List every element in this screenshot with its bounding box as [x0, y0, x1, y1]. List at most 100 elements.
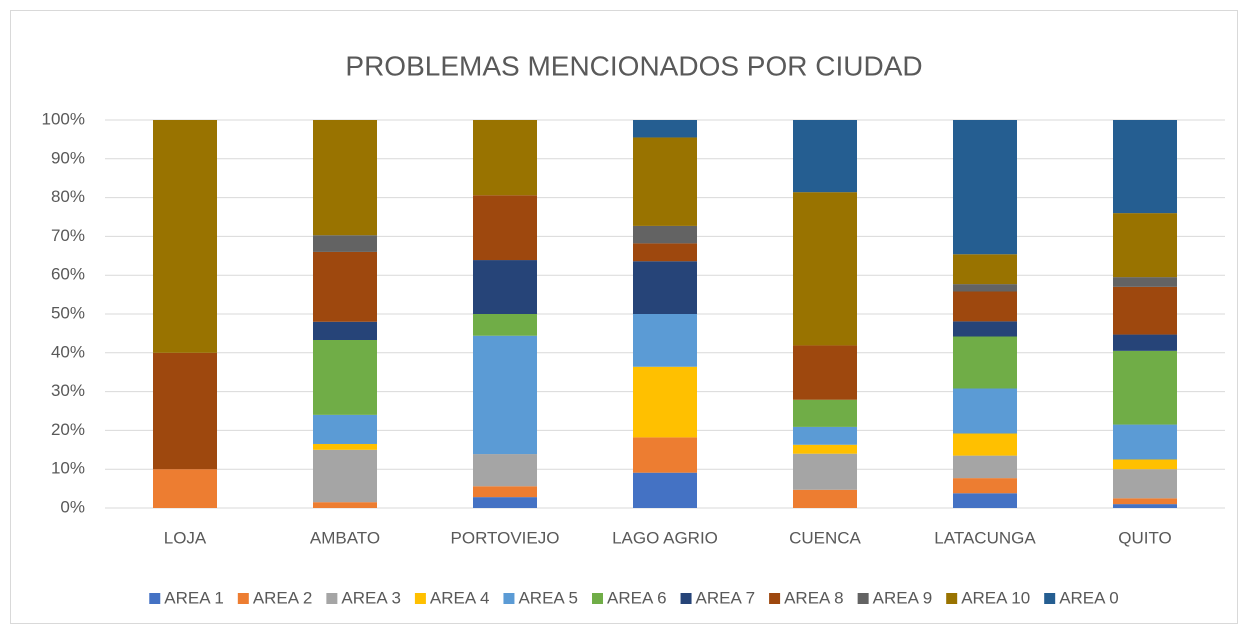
bar-segment	[473, 454, 537, 487]
x-tick-label: LOJA	[164, 528, 207, 547]
bar-segment	[313, 321, 377, 340]
bar-segment	[1113, 120, 1177, 214]
y-tick-label: 10%	[51, 459, 85, 478]
legend-swatch	[592, 593, 603, 604]
x-tick-label: AMBATO	[310, 528, 380, 547]
legend-swatch	[857, 593, 869, 604]
bar-segment	[1113, 350, 1177, 425]
bar-segment	[313, 235, 377, 252]
bar-segment	[633, 120, 697, 138]
bar-segment	[953, 478, 1017, 494]
legend-label: AREA 8	[784, 588, 844, 607]
bar-segment	[953, 493, 1017, 508]
bar-segment	[793, 444, 857, 454]
bar-segment	[633, 314, 697, 367]
bar-segment	[1113, 469, 1177, 499]
bar-segment	[473, 335, 537, 455]
bar-segment	[953, 291, 1017, 322]
bar-segment	[633, 437, 697, 473]
bar-segment	[953, 336, 1017, 389]
bar-segment	[313, 414, 377, 444]
bar-segment	[633, 261, 697, 314]
legend-swatch	[680, 593, 692, 604]
bar-segment	[1113, 286, 1177, 335]
bar-segment	[953, 455, 1017, 479]
legend-label: AREA 4	[430, 588, 490, 607]
bar-segment	[313, 502, 377, 508]
bar-segment	[313, 120, 377, 236]
legend-swatch	[326, 593, 338, 604]
y-tick-label: 20%	[51, 420, 85, 439]
bar-segment	[633, 137, 697, 226]
legend-label: AREA 5	[518, 588, 578, 607]
legend-swatch	[149, 593, 161, 604]
legend-label: AREA 0	[1059, 588, 1119, 607]
legend-swatch	[946, 593, 958, 604]
bar-segment	[633, 472, 697, 508]
bar-segment	[473, 120, 537, 196]
bar-segment	[1113, 213, 1177, 278]
bar-segment	[153, 120, 217, 353]
legend-swatch	[503, 593, 515, 604]
x-tick-label: LATACUNGA	[934, 528, 1036, 547]
bar-segment	[473, 497, 537, 508]
legend-label: AREA 3	[341, 588, 401, 607]
y-tick-label: 50%	[51, 303, 85, 322]
bar-segment	[953, 433, 1017, 456]
y-tick-label: 30%	[51, 381, 85, 400]
legend-label: AREA 2	[253, 588, 313, 607]
y-tick-label: 90%	[51, 148, 85, 167]
bar-segment	[153, 469, 217, 508]
legend-swatch	[1044, 593, 1056, 604]
y-tick-label: 60%	[51, 265, 85, 284]
legend-label: AREA 6	[607, 588, 667, 607]
bar-segment	[633, 225, 697, 244]
y-tick-label: 100%	[42, 109, 85, 128]
bar-segment	[793, 120, 857, 193]
bar-segment	[313, 443, 377, 450]
bar-segment	[793, 399, 857, 427]
y-tick-label: 40%	[51, 342, 85, 361]
bar-segment	[953, 120, 1017, 255]
legend-label: AREA 1	[164, 588, 224, 607]
bar-segment	[473, 314, 537, 336]
legend-label: AREA 9	[873, 588, 933, 607]
x-tick-label: PORTOVIEJO	[451, 528, 560, 547]
bar-segment	[153, 352, 217, 470]
bar-segment	[633, 366, 697, 438]
y-tick-label: 80%	[51, 187, 85, 206]
bar-segment	[953, 321, 1017, 337]
legend-swatch	[237, 593, 249, 604]
legend-label: AREA 7	[696, 588, 756, 607]
bar-segment	[633, 243, 697, 262]
bar-segment	[1113, 498, 1177, 505]
bar-segment	[793, 192, 857, 346]
x-tick-label: LAGO AGRIO	[612, 528, 718, 547]
bar-segment	[1113, 277, 1177, 287]
bar-segment	[1113, 504, 1177, 508]
bar-segment	[313, 449, 377, 503]
legend-label: AREA 10	[961, 588, 1030, 607]
bar-segment	[793, 453, 857, 490]
bar-segment	[793, 345, 857, 400]
bar-segment	[793, 426, 857, 445]
bar-segment	[1113, 334, 1177, 351]
bar-segment	[473, 195, 537, 261]
bar-segment	[313, 251, 377, 322]
legend-swatch	[769, 593, 781, 604]
bar-segment	[473, 486, 537, 498]
bar-segment	[1113, 459, 1177, 470]
bar-segment	[1113, 424, 1177, 460]
chart-title: PROBLEMAS MENCIONADOS POR CIUDAD	[345, 50, 922, 81]
legend-swatch	[414, 593, 426, 604]
x-tick-label: CUENCA	[789, 528, 861, 547]
y-tick-label: 70%	[51, 226, 85, 245]
bar-segment	[793, 489, 857, 508]
y-tick-label: 0%	[60, 497, 85, 516]
x-tick-label: QUITO	[1118, 528, 1172, 547]
bar-segment	[313, 339, 377, 415]
bar-segment	[953, 284, 1017, 292]
bar-segment	[953, 388, 1017, 434]
bar-segment	[953, 254, 1017, 285]
